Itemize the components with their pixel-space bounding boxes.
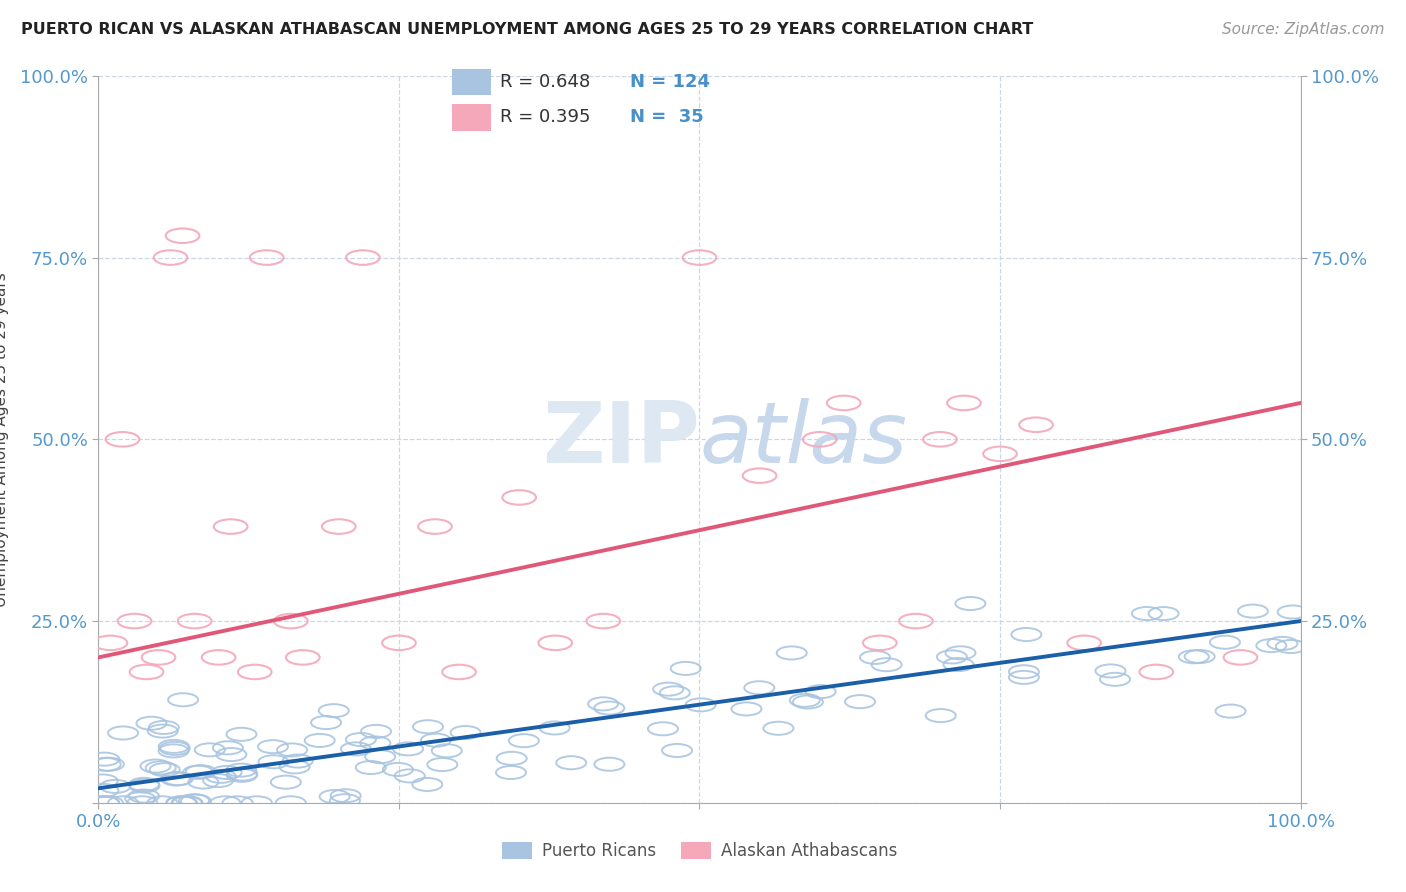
Text: N = 124: N = 124 [630,73,710,91]
Text: N =  35: N = 35 [630,109,704,127]
Text: R = 0.648: R = 0.648 [501,73,591,91]
Text: atlas: atlas [700,398,907,481]
Legend: Puerto Ricans, Alaskan Athabascans: Puerto Ricans, Alaskan Athabascans [495,836,904,867]
Text: PUERTO RICAN VS ALASKAN ATHABASCAN UNEMPLOYMENT AMONG AGES 25 TO 29 YEARS CORREL: PUERTO RICAN VS ALASKAN ATHABASCAN UNEMP… [21,22,1033,37]
Text: ZIP: ZIP [541,398,700,481]
Text: R = 0.395: R = 0.395 [501,109,591,127]
Y-axis label: Unemployment Among Ages 25 to 29 years: Unemployment Among Ages 25 to 29 years [0,272,8,607]
Bar [451,69,491,95]
Bar [451,104,491,130]
Text: Source: ZipAtlas.com: Source: ZipAtlas.com [1222,22,1385,37]
